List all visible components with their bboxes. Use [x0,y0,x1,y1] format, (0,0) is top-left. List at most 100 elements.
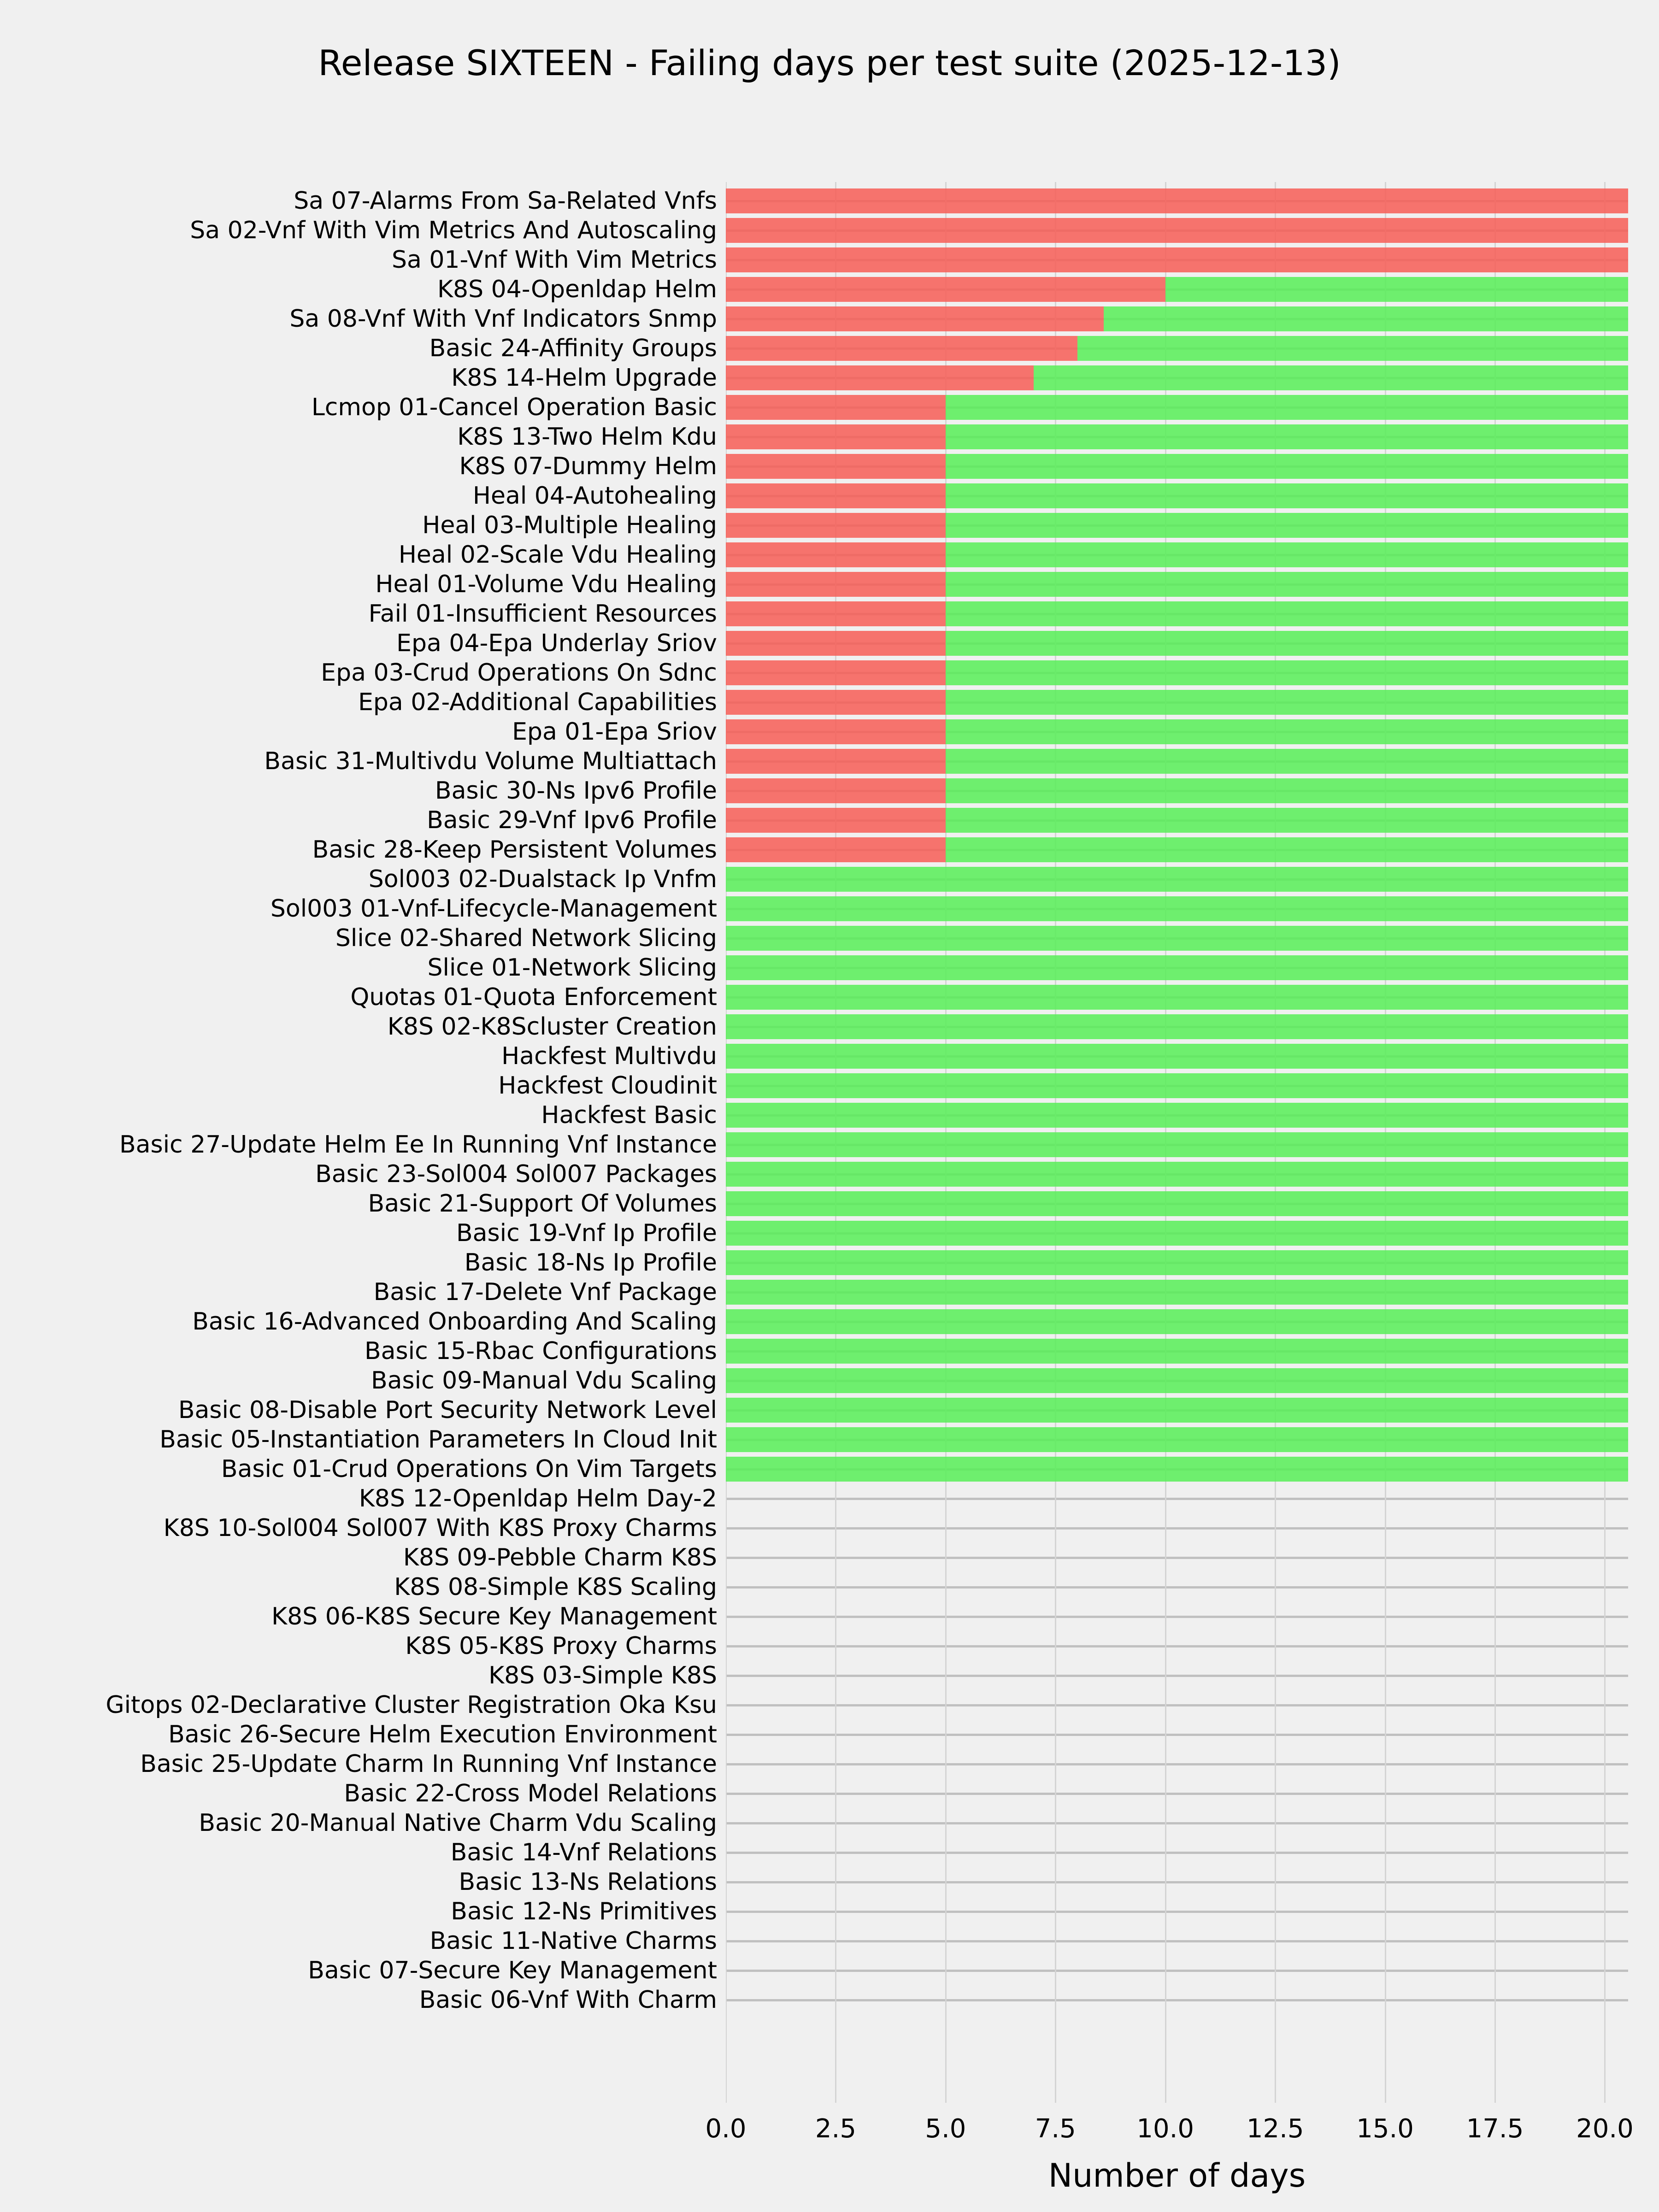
h-gridline [726,1881,1628,1883]
y-axis-label: Quotas 01-Quota Enforcement [350,983,717,1011]
y-axis-label: Basic 19-Vnf Ip Profile [456,1219,717,1247]
y-axis-label: Basic 16-Advanced Onboarding And Scaling [192,1308,717,1335]
bar-passing-segment [726,1309,1628,1334]
bar-passing-segment [726,1221,1628,1246]
h-gridline [726,1675,1628,1677]
y-axis-labels: Sa 07-Alarms From Sa-Related Vnfs Sa 02-V… [0,182,717,2103]
y-axis-label: Basic 30-Ns Ipv6 Profile [435,777,717,805]
y-axis-label: Basic 05-Instantiation Parameters In Clo… [159,1426,717,1453]
bar-failing-segment [726,749,946,774]
bar-passing-segment [726,1280,1628,1305]
h-gridline [726,1734,1628,1736]
y-axis-label: K8S 10-Sol004 Sol007 With K8S Proxy Char… [163,1514,717,1542]
y-axis-label: Heal 03-Multiple Healing [422,512,717,539]
y-axis-label: Epa 01-Epa Sriov [512,718,717,746]
bar-passing-segment [726,867,1628,892]
bar-passing-segment [945,395,1628,420]
bar-failing-segment [726,778,946,803]
bar-passing-segment [945,424,1628,449]
y-axis-label: Epa 02-Additional Capabilities [358,688,717,716]
bar-passing-segment [726,1250,1628,1275]
x-tick-label: 15.0 [1356,2114,1414,2144]
bar-passing-segment [726,1162,1628,1187]
y-axis-label: Basic 11-Native Charms [429,1927,717,1955]
bar-failing-segment [726,513,946,538]
chart-title: Release SIXTEEN - Failing days per test … [318,42,1341,83]
y-axis-label: K8S 07-Dummy Helm [459,453,717,480]
y-axis-label: K8S 02-K8Scluster Creation [387,1013,717,1041]
bar-passing-segment [726,1014,1628,1039]
bar-passing-segment [726,896,1628,921]
bar-passing-segment [726,1457,1628,1482]
y-axis-label: Basic 26-Secure Helm Execution Environme… [168,1721,717,1748]
bar-passing-segment [1077,336,1628,361]
y-axis-label: Basic 13-Ns Relations [459,1868,717,1896]
y-axis-label: Lcmop 01-Cancel Operation Basic [311,394,717,421]
bar-passing-segment [945,808,1628,833]
x-tick-label: 10.0 [1136,2114,1194,2144]
y-axis-label: Epa 04-Epa Underlay Sriov [396,629,717,657]
h-gridline [726,1852,1628,1854]
bar-failing-segment [726,336,1077,361]
y-axis-label: Slice 02-Shared Network Slicing [335,924,717,952]
y-axis-label: Hackfest Basic [541,1101,717,1129]
bar-failing-segment [726,572,946,597]
h-gridline [726,1911,1628,1913]
y-axis-label: K8S 14-Helm Upgrade [451,364,717,392]
x-tick-label: 17.5 [1466,2114,1524,2144]
y-axis-label: Basic 17-Delete Vnf Package [373,1278,717,1306]
y-axis-label: Sa 07-Alarms From Sa-Related Vnfs [294,187,717,215]
bar-failing-segment [726,218,1628,243]
y-axis-label: Hackfest Cloudinit [498,1072,717,1100]
y-axis-label: Heal 04-Autohealing [472,482,717,510]
h-gridline [726,1940,1628,1942]
bar-failing-segment [726,395,946,420]
h-gridline [726,1763,1628,1765]
bar-passing-segment [726,926,1628,951]
bar-passing-segment [726,1103,1628,1128]
bar-failing-segment [726,483,946,508]
bar-failing-segment [726,306,1104,331]
plot-area [726,182,1628,2103]
y-axis-label: Epa 03-Crud Operations On Sdnc [321,659,717,687]
x-tick-label: 20.0 [1576,2114,1634,2144]
bar-passing-segment [726,1398,1628,1423]
bar-failing-segment [726,719,946,744]
bar-failing-segment [726,837,946,862]
bar-passing-segment [945,660,1628,685]
bar-passing-segment [945,837,1628,862]
bar-passing-segment [945,513,1628,538]
bar-passing-segment [945,572,1628,597]
bar-passing-segment [945,719,1628,744]
y-axis-label: Basic 28-Keep Persistent Volumes [312,836,717,864]
bar-failing-segment [726,277,1165,302]
y-axis-label: Sa 02-Vnf With Vim Metrics And Autoscali… [190,217,717,244]
y-axis-label: Sol003 01-Vnf-Lifecycle-Management [270,895,717,923]
bar-passing-segment [945,601,1628,626]
y-axis-label: Basic 12-Ns Primitives [451,1898,717,1925]
y-axis-label: Basic 09-Manual Vdu Scaling [371,1367,717,1394]
bar-passing-segment [1033,365,1628,390]
y-axis-label: Basic 23-Sol004 Sol007 Packages [315,1160,717,1188]
bar-passing-segment [1104,306,1628,331]
x-axis-tick-labels: 0.0 2.5 5.0 7.5 10.0 12.5 15.0 17.5 20.0 [0,2111,1659,2147]
bar-passing-segment [726,955,1628,980]
y-axis-label: Basic 24-Affinity Groups [429,335,717,362]
bar-passing-segment [945,631,1628,656]
bar-failing-segment [726,660,946,685]
h-gridline [726,1527,1628,1530]
y-axis-label: Basic 25-Update Charm In Running Vnf Ins… [140,1750,717,1778]
h-gridline [726,1498,1628,1500]
h-gridline [726,1822,1628,1824]
y-axis-label: Slice 01-Network Slicing [427,954,718,982]
y-axis-label: Basic 21-Support Of Volumes [368,1190,717,1218]
y-axis-label: K8S 13-Two Helm Kdu [457,423,717,451]
y-axis-label: K8S 03-Simple K8S [488,1662,717,1689]
bar-failing-segment [726,808,946,833]
bar-passing-segment [726,1191,1628,1216]
bar-passing-segment [945,542,1628,567]
h-gridline [726,1645,1628,1647]
y-axis-label: Basic 20-Manual Native Charm Vdu Scaling [199,1809,717,1837]
h-gridline [726,1999,1628,2001]
